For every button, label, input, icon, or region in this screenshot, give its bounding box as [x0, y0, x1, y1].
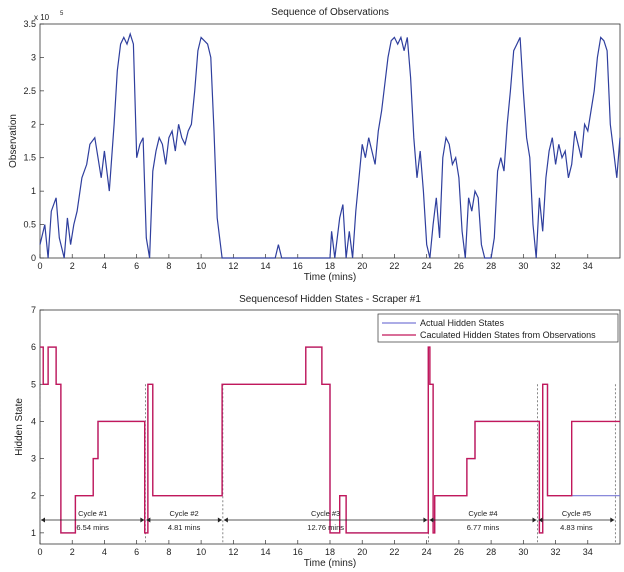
hidden-states-x-tick-label: 8 [166, 547, 171, 557]
hidden-states-x-tick-label: 12 [228, 547, 238, 557]
hidden-states-y-tick-label: 7 [31, 305, 36, 315]
hidden-states-y-tick-label: 5 [31, 379, 36, 389]
cycle-label: Cycle #3 [311, 509, 340, 518]
hidden-states-y-tick-label: 3 [31, 454, 36, 464]
observations-chart-title: Sequence of Observations [271, 7, 389, 18]
observations-x-tick-label: 20 [357, 261, 367, 271]
hidden-states-y-tick-label: 6 [31, 342, 36, 352]
observations-y-tick-label: 1.5 [23, 153, 36, 163]
cycle-arrow-head-left [538, 517, 543, 523]
observations-x-tick-label: 16 [293, 261, 303, 271]
observations-x-tick-label: 0 [37, 261, 42, 271]
cycle-arrow-head-right [423, 517, 428, 523]
observations-x-tick-label: 28 [486, 261, 496, 271]
hidden-states-x-tick-label: 34 [583, 547, 593, 557]
hidden-states-y-tick-label: 4 [31, 416, 36, 426]
legend-label-actual: Actual Hidden States [420, 318, 505, 328]
observations-x-axis-label: Time (mins) [304, 272, 356, 283]
observations-y-axis-label: Observation [8, 114, 19, 168]
cycle-label: Cycle #1 [78, 509, 107, 518]
observations-series-line [39, 32, 621, 259]
observations-x-tick-label: 34 [583, 261, 593, 271]
hidden-states-y-tick-label: 2 [31, 491, 36, 501]
hidden-states-y-tick-label: 1 [31, 528, 36, 538]
cycle-label: Cycle #2 [170, 509, 199, 518]
hidden-states-x-tick-label: 10 [196, 547, 206, 557]
observations-y-tick-label: 1 [31, 186, 36, 196]
cycle-duration: 4.81 mins [168, 523, 201, 532]
hidden-states-x-tick-label: 14 [261, 547, 271, 557]
cycle-arrow-head-right [610, 517, 615, 523]
observations-x-tick-label: 6 [134, 261, 139, 271]
cycle-arrow-head-left [223, 517, 228, 523]
cycle-arrow-head-right [532, 517, 537, 523]
observations-x-tick-label: 32 [551, 261, 561, 271]
calculated-hidden-states-line [40, 346, 620, 534]
observations-y-tick-label: 3 [31, 52, 36, 62]
cycle-label: Cycle #5 [562, 509, 591, 518]
hidden-states-x-tick-label: 0 [37, 547, 42, 557]
cycle-duration: 6.54 mins [76, 523, 109, 532]
observations-y-tick-label: 2 [31, 119, 36, 129]
hidden-states-chart: Sequencesof Hidden States - Scraper #1 1… [14, 294, 621, 569]
hidden-states-y-axis-label: Hidden State [14, 398, 25, 456]
observations-x-tick-label: 22 [389, 261, 399, 271]
hidden-states-x-tick-label: 22 [389, 547, 399, 557]
observations-y-tick-label: 3.5 [23, 19, 36, 29]
y-multiplier-exponent: 5 [60, 11, 64, 17]
hidden-states-x-tick-label: 6 [134, 547, 139, 557]
cycle-arrow-head-left [429, 517, 434, 523]
observations-x-tick-label: 10 [196, 261, 206, 271]
hidden-states-chart-title: Sequencesof Hidden States - Scraper #1 [239, 294, 421, 305]
y-multiplier-label: x 10 [34, 13, 50, 22]
observations-x-tick-label: 12 [228, 261, 238, 271]
cycle-arrow-head-right [217, 517, 222, 523]
hidden-states-x-tick-label: 26 [454, 547, 464, 557]
hidden-states-x-tick-label: 20 [357, 547, 367, 557]
cycle-arrow-head-right [140, 517, 145, 523]
observations-chart: Sequence of Observations x 10 5 0 0.5 1 1.5… [8, 7, 621, 283]
hidden-states-x-tick-label: 28 [486, 547, 496, 557]
observations-x-tick-label: 2 [70, 261, 75, 271]
cycle-arrow-head-left [41, 517, 45, 523]
observations-y-tick-label: 2.5 [23, 86, 36, 96]
hidden-states-x-tick-label: 24 [422, 547, 432, 557]
observations-y-tick-label: 0 [31, 253, 36, 263]
hidden-states-x-axis-label: Time (mins) [304, 558, 356, 569]
hidden-states-x-tick-label: 30 [518, 547, 528, 557]
cycle-duration: 6.77 mins [467, 523, 500, 532]
cycle-duration: 4.83 mins [560, 523, 593, 532]
cycle-label: Cycle #4 [468, 509, 497, 518]
legend-label-calculated: Caculated Hidden States from Observation… [420, 330, 596, 340]
cycle-arrow-head-left [146, 517, 151, 523]
hidden-states-x-tick-label: 4 [102, 547, 107, 557]
legend-box [377, 313, 619, 343]
hidden-states-x-tick-label: 18 [325, 547, 335, 557]
observations-x-tick-label: 26 [454, 261, 464, 271]
observations-x-tick-label: 24 [422, 261, 432, 271]
hidden-states-x-tick-label: 2 [70, 547, 75, 557]
observations-x-tick-label: 18 [325, 261, 335, 271]
cycle-duration: 12.76 mins [307, 523, 344, 532]
hidden-states-x-tick-label: 32 [551, 547, 561, 557]
observations-y-tick-label: 0.5 [23, 220, 36, 230]
observations-x-tick-label: 4 [102, 261, 107, 271]
observations-x-tick-label: 14 [261, 261, 271, 271]
observations-x-tick-label: 30 [518, 261, 528, 271]
hidden-states-legend: Actual Hidden States Caculated Hidden St… [377, 313, 619, 343]
observations-x-tick-label: 8 [166, 261, 171, 271]
hidden-states-x-tick-label: 16 [293, 547, 303, 557]
